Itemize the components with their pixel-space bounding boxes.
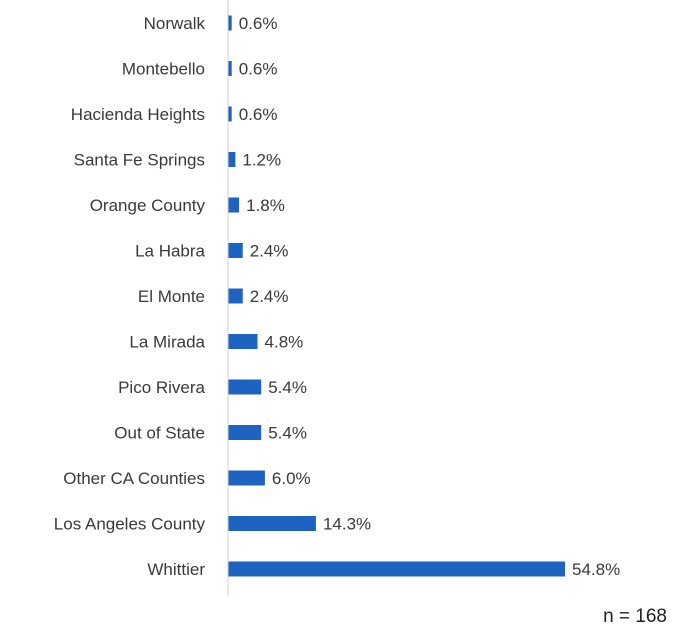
bar-norwalk [228,15,232,31]
category-label-el-monte: El Monte [138,287,205,306]
value-label-orange-county: 1.8% [246,196,285,215]
sample-size-note: n = 168 [603,606,667,627]
category-label-los-angeles-county: Los Angeles County [54,515,206,534]
bar-los-angeles-county [228,516,316,531]
category-label-la-mirada: La Mirada [129,333,205,352]
category-label-orange-county: Orange County [90,196,206,215]
category-label-norwalk: Norwalk [144,14,206,33]
value-label-whittier: 54.8% [572,560,620,579]
category-label-montebello: Montebello [122,60,205,79]
category-label-santa-fe-springs: Santa Fe Springs [74,151,205,170]
category-label-other-ca-counties: Other CA Counties [63,469,205,488]
bar-la-habra [228,243,243,258]
category-label-pico-rivera: Pico Rivera [118,378,205,397]
bar-montebello [228,61,232,76]
value-label-norwalk: 0.6% [239,14,278,33]
category-label-hacienda-heights: Hacienda Heights [71,105,205,124]
value-label-el-monte: 2.4% [250,287,289,306]
value-label-out-of-state: 5.4% [268,424,307,443]
bar-out-of-state [228,425,262,440]
value-label-montebello: 0.6% [239,60,278,79]
value-label-other-ca-counties: 6.0% [272,469,311,488]
category-labels: Norwalk Montebello Hacienda Heights Santa F… [54,14,206,579]
value-labels: 0.6% 0.6% 0.6% 1.2% 1.8% 2.4% 2.4% 4.8% 5.4% 5.4%… [239,14,621,579]
bars [228,15,565,577]
bar-el-monte [228,288,243,304]
value-label-pico-rivera: 5.4% [268,378,307,397]
category-label-out-of-state: Out of State [114,424,205,443]
bar-santa-fe-springs [228,152,236,167]
bar-hacienda-heights [228,106,232,122]
category-label-whittier: Whittier [147,560,205,579]
value-label-la-mirada: 4.8% [265,333,304,352]
bar-la-mirada [228,334,258,349]
value-label-hacienda-heights: 0.6% [239,105,278,124]
bar-pico-rivera [228,379,262,395]
bar-whittier [228,561,565,577]
bar-orange-county [228,197,240,213]
value-label-los-angeles-county: 14.3% [323,515,371,534]
value-label-santa-fe-springs: 1.2% [242,151,281,170]
bar-other-ca-counties [228,470,265,486]
category-label-la-habra: La Habra [135,242,205,261]
value-label-la-habra: 2.4% [250,242,289,261]
